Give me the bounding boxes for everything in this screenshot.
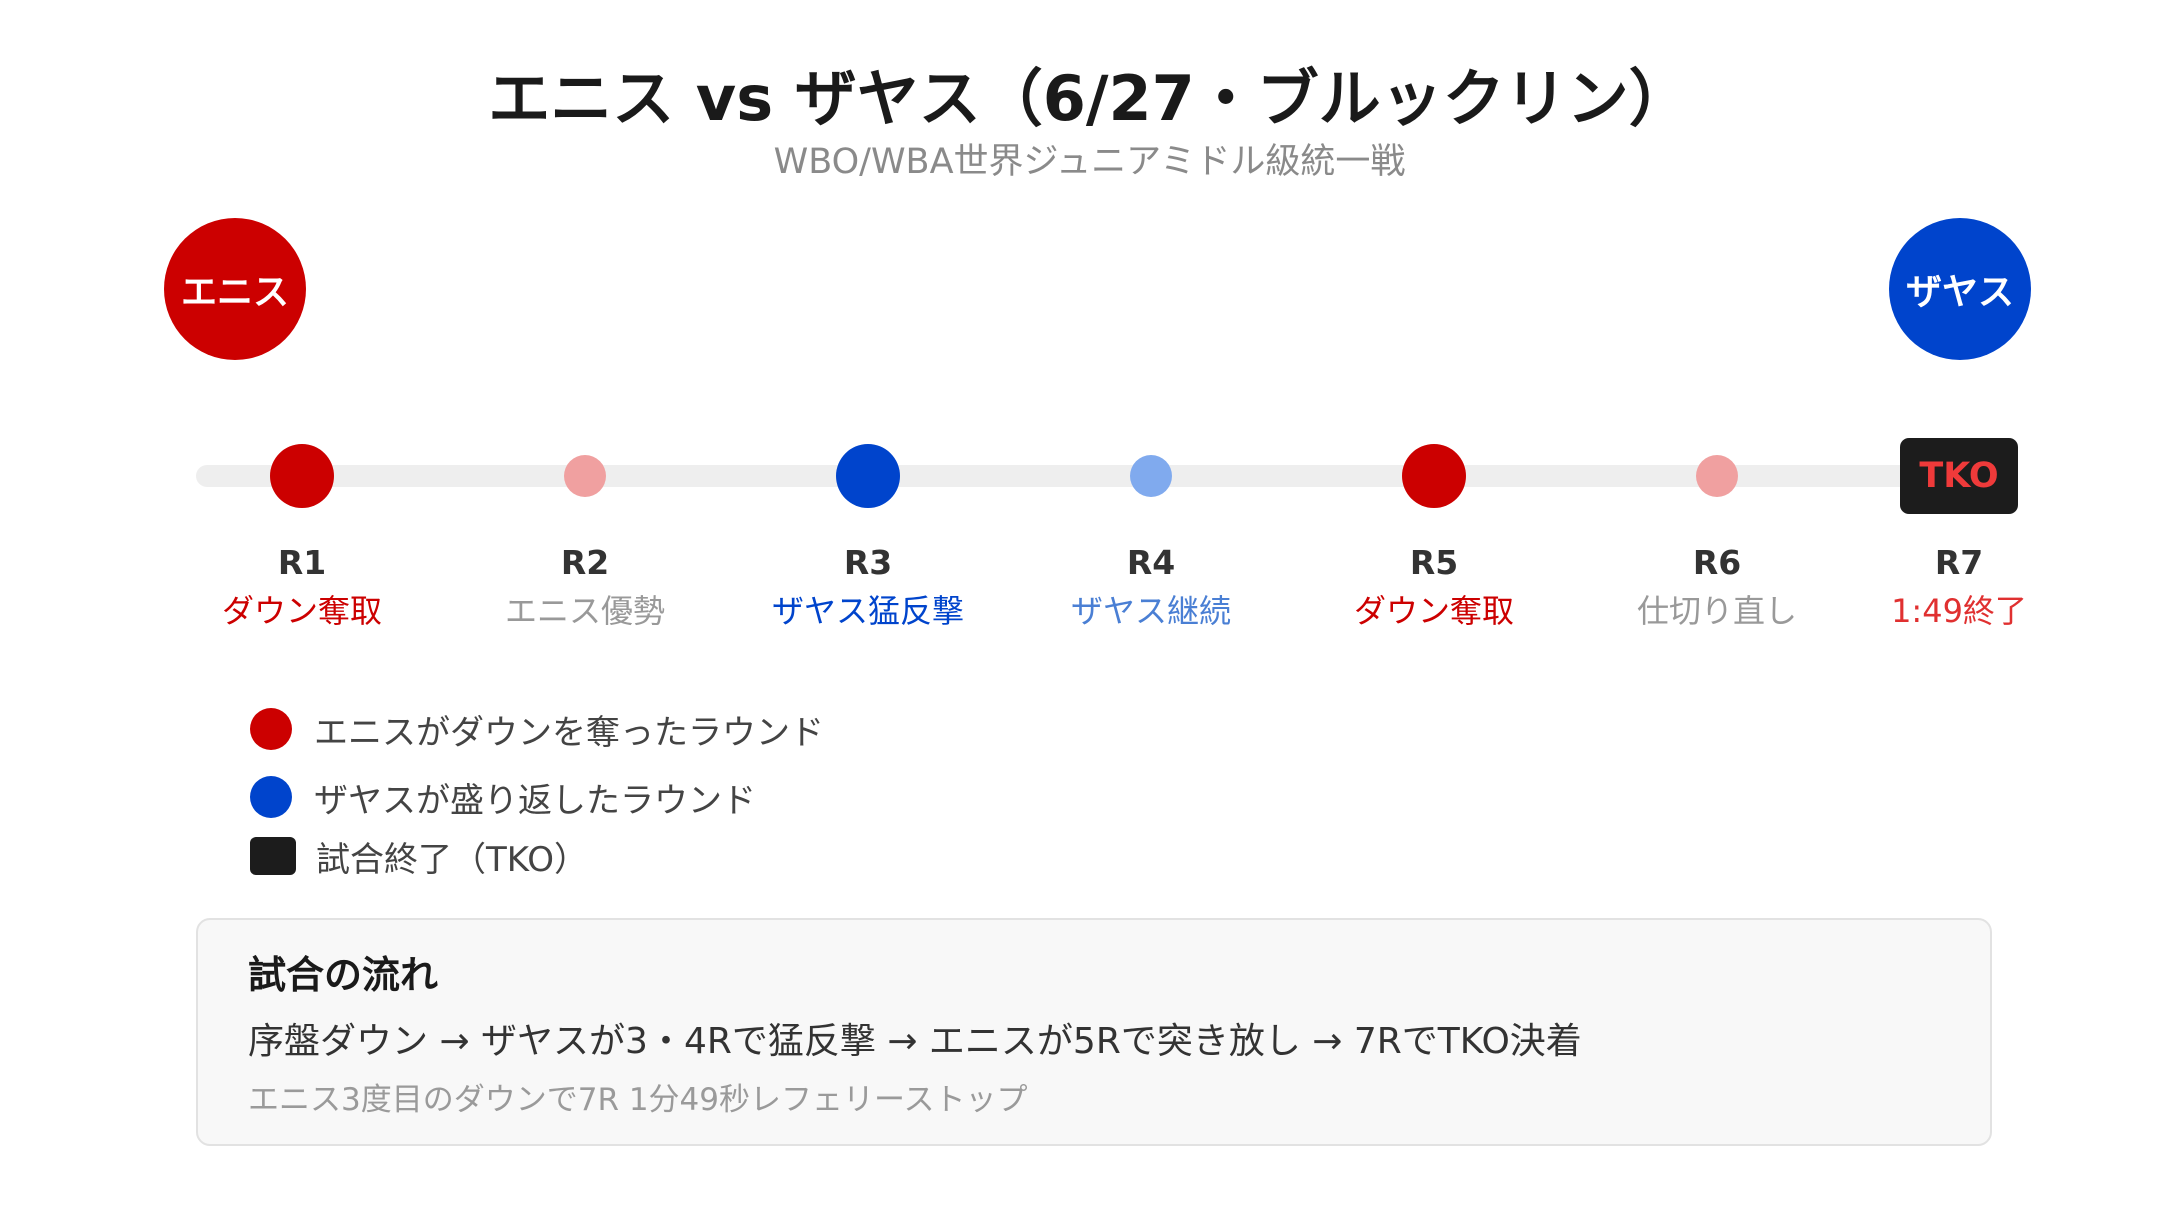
legend-item-ennis-down: エニスがダウンを奪ったラウンド — [250, 704, 824, 754]
round-label-r3: R3 — [843, 543, 893, 582]
fighter-badge-zayas: ザヤス — [1889, 218, 2031, 360]
summary-body: 序盤ダウン → ザヤスが3・4Rで猛反撃 → エニスが5Rで突き放し → 7Rで… — [248, 1021, 1582, 1062]
round-label-r1: R1 — [277, 543, 327, 582]
round-note-r3: ザヤス猛反撃 — [771, 592, 964, 630]
round-note-r4: ザヤス継続 — [1070, 592, 1231, 630]
red-circle-swatch — [250, 708, 292, 750]
timeline-track — [196, 465, 2006, 487]
blue-circle-swatch — [250, 776, 292, 818]
round-label-r2: R2 — [560, 543, 610, 582]
round-label-r4: R4 — [1126, 543, 1176, 582]
legend-text: ザヤスが盛り返したラウンド — [314, 780, 756, 821]
round-note-r6: 仕切り直し — [1636, 592, 1797, 630]
round-label-r7: R7 — [1934, 543, 1984, 582]
page-title: エニス vs ザヤス（6/27・ブルックリン） — [488, 62, 1691, 135]
round-note-r1: ダウン奪取 — [221, 592, 382, 630]
page-subtitle: WBO/WBA世界ジュニアミドル級統一戦 — [773, 142, 1406, 182]
round-marker-r1 — [270, 444, 334, 508]
legend-item-zayas-rally: ザヤスが盛り返したラウンド — [250, 772, 756, 822]
summary-note: エニス3度目のダウンで7R 1分49秒レフェリーストップ — [248, 1082, 1028, 1118]
round-label-r6: R6 — [1692, 543, 1742, 582]
fighter-badge-ennis: エニス — [164, 218, 306, 360]
round-marker-r2 — [564, 455, 606, 497]
legend-text: 試合終了（TKO） — [316, 839, 588, 880]
legend-item-tko: 試合終了（TKO） — [250, 831, 588, 881]
round-label-r5: R5 — [1409, 543, 1459, 582]
round-marker-r7-tko: TKO — [1900, 438, 2018, 514]
round-marker-r5 — [1402, 444, 1466, 508]
summary-panel: 試合の流れ 序盤ダウン → ザヤスが3・4Rで猛反撃 → エニスが5Rで突き放し… — [196, 918, 1992, 1146]
round-marker-r6 — [1696, 455, 1738, 497]
round-marker-r4 — [1130, 455, 1172, 497]
round-note-r7: 1:49終了 — [1891, 592, 2027, 630]
round-note-r5: ダウン奪取 — [1353, 592, 1514, 630]
summary-heading: 試合の流れ — [248, 953, 439, 997]
black-rect-swatch — [250, 837, 296, 875]
round-marker-r3 — [836, 444, 900, 508]
round-note-r2: エニス優勢 — [504, 592, 665, 630]
legend-text: エニスがダウンを奪ったラウンド — [314, 712, 824, 753]
